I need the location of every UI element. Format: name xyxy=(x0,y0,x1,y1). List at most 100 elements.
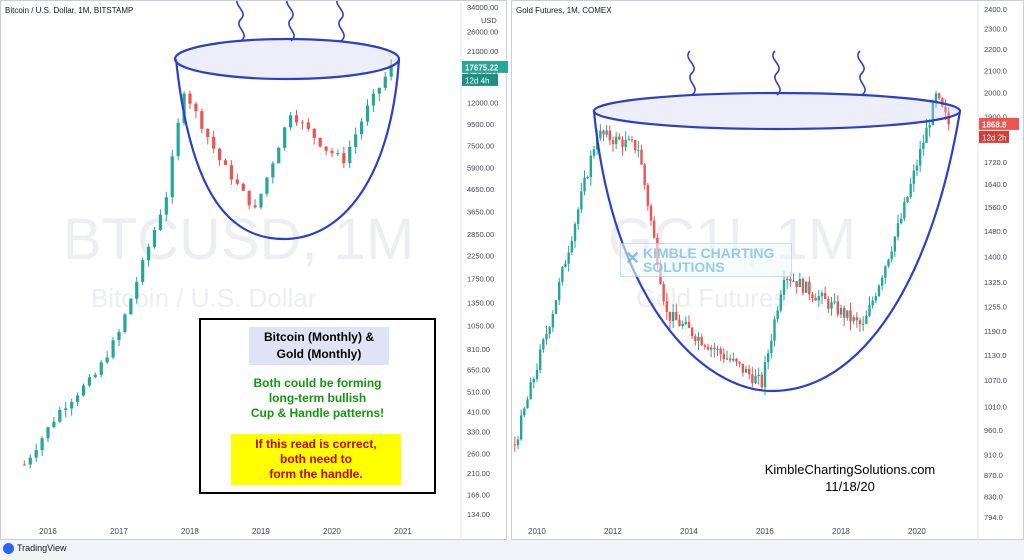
candle-body[interactable] xyxy=(823,293,827,300)
candle-body[interactable] xyxy=(637,149,640,151)
candle-body[interactable] xyxy=(64,408,68,410)
candle-body[interactable] xyxy=(99,362,103,375)
candle-body[interactable] xyxy=(751,374,754,384)
candle-body[interactable] xyxy=(652,220,656,238)
candle-body[interactable] xyxy=(694,336,697,342)
candle-body[interactable] xyxy=(937,93,941,99)
candle-body[interactable] xyxy=(241,183,245,191)
candle-body[interactable] xyxy=(706,346,710,350)
candle-body[interactable] xyxy=(277,147,281,164)
candle-body[interactable] xyxy=(649,205,653,221)
candle-body[interactable] xyxy=(253,205,257,208)
candle-body[interactable] xyxy=(306,122,310,129)
candle-body[interactable] xyxy=(820,293,824,297)
candle-body[interactable] xyxy=(776,310,779,320)
candle-body[interactable] xyxy=(318,137,322,147)
candle-body[interactable] xyxy=(922,142,925,150)
candle-body[interactable] xyxy=(93,374,97,378)
candle-body[interactable] xyxy=(135,281,139,299)
candle-body[interactable] xyxy=(602,130,605,135)
candle-body[interactable] xyxy=(141,260,145,282)
candle-body[interactable] xyxy=(884,266,887,278)
candle-body[interactable] xyxy=(675,311,678,321)
candle-body[interactable] xyxy=(271,163,275,178)
candle-body[interactable] xyxy=(288,115,293,128)
candle-body[interactable] xyxy=(931,101,935,126)
candle-body[interactable] xyxy=(763,362,767,388)
candle-body[interactable] xyxy=(839,308,843,315)
candle-body[interactable] xyxy=(548,327,551,334)
candle-body[interactable] xyxy=(944,106,947,113)
candle-body[interactable] xyxy=(217,148,222,161)
candle-body[interactable] xyxy=(46,427,50,439)
candle-body[interactable] xyxy=(671,311,675,322)
candle-body[interactable] xyxy=(627,139,631,141)
candle-body[interactable] xyxy=(117,331,121,341)
candle-body[interactable] xyxy=(365,105,370,122)
candle-body[interactable] xyxy=(557,281,561,301)
candle-body[interactable] xyxy=(542,339,545,350)
candle-body[interactable] xyxy=(811,294,814,298)
candle-body[interactable] xyxy=(621,139,624,148)
candle-body[interactable] xyxy=(928,125,931,128)
candle-body[interactable] xyxy=(830,302,833,309)
candle-body[interactable] xyxy=(719,348,722,354)
candle-body[interactable] xyxy=(846,310,849,318)
candle-body[interactable] xyxy=(766,353,770,363)
candle-body[interactable] xyxy=(70,401,74,409)
candle-body[interactable] xyxy=(792,281,795,283)
candle-body[interactable] xyxy=(561,267,564,282)
candle-body[interactable] xyxy=(804,281,808,293)
candle-body[interactable] xyxy=(247,190,251,206)
candle-body[interactable] xyxy=(833,301,836,303)
candle-body[interactable] xyxy=(377,87,381,94)
candle-body[interactable] xyxy=(887,259,890,267)
candle-body[interactable] xyxy=(906,196,909,203)
candle-body[interactable] xyxy=(200,111,204,129)
candle-body[interactable] xyxy=(700,336,703,346)
candle-body[interactable] xyxy=(728,358,732,361)
candle-body[interactable] xyxy=(697,336,700,342)
candle-body[interactable] xyxy=(545,333,548,340)
candle-body[interactable] xyxy=(371,93,376,106)
candle-body[interactable] xyxy=(348,146,352,164)
candle-body[interactable] xyxy=(194,103,198,112)
candle-body[interactable] xyxy=(188,93,192,104)
candle-body[interactable] xyxy=(583,177,586,192)
candle-body[interactable] xyxy=(586,177,589,179)
candle-body[interactable] xyxy=(389,64,393,77)
candle-body[interactable] xyxy=(564,263,567,268)
candle-body[interactable] xyxy=(827,299,830,309)
candle-body[interactable] xyxy=(567,252,570,264)
candle-body[interactable] xyxy=(633,140,637,151)
candle-body[interactable] xyxy=(580,191,583,210)
candle-body[interactable] xyxy=(754,376,757,384)
candle-body[interactable] xyxy=(164,197,168,215)
candle-body[interactable] xyxy=(912,170,916,184)
candle-body[interactable] xyxy=(782,280,786,295)
candle-body[interactable] xyxy=(855,317,859,321)
candle-body[interactable] xyxy=(52,421,56,428)
candle-body[interactable] xyxy=(330,150,334,154)
candle-body[interactable] xyxy=(573,224,577,242)
candle-body[interactable] xyxy=(643,164,646,186)
candle-body[interactable] xyxy=(611,140,615,145)
candle-body[interactable] xyxy=(909,183,912,197)
candle-body[interactable] xyxy=(747,368,751,375)
candle-body[interactable] xyxy=(624,139,627,148)
candle-body[interactable] xyxy=(535,369,539,379)
candle-body[interactable] xyxy=(614,136,618,145)
candle-body[interactable] xyxy=(925,127,928,143)
candle-body[interactable] xyxy=(722,353,726,360)
candle-body[interactable] xyxy=(105,357,109,363)
candle-body[interactable] xyxy=(265,177,269,194)
candle-body[interactable] xyxy=(630,139,634,141)
candle-body[interactable] xyxy=(383,76,387,88)
candle-body[interactable] xyxy=(570,241,574,253)
candle-body[interactable] xyxy=(842,308,846,318)
candle-body[interactable] xyxy=(741,363,745,373)
candle-body[interactable] xyxy=(516,439,520,446)
candle-body[interactable] xyxy=(170,156,174,198)
candle-body[interactable] xyxy=(836,301,840,315)
candle-body[interactable] xyxy=(770,340,773,354)
